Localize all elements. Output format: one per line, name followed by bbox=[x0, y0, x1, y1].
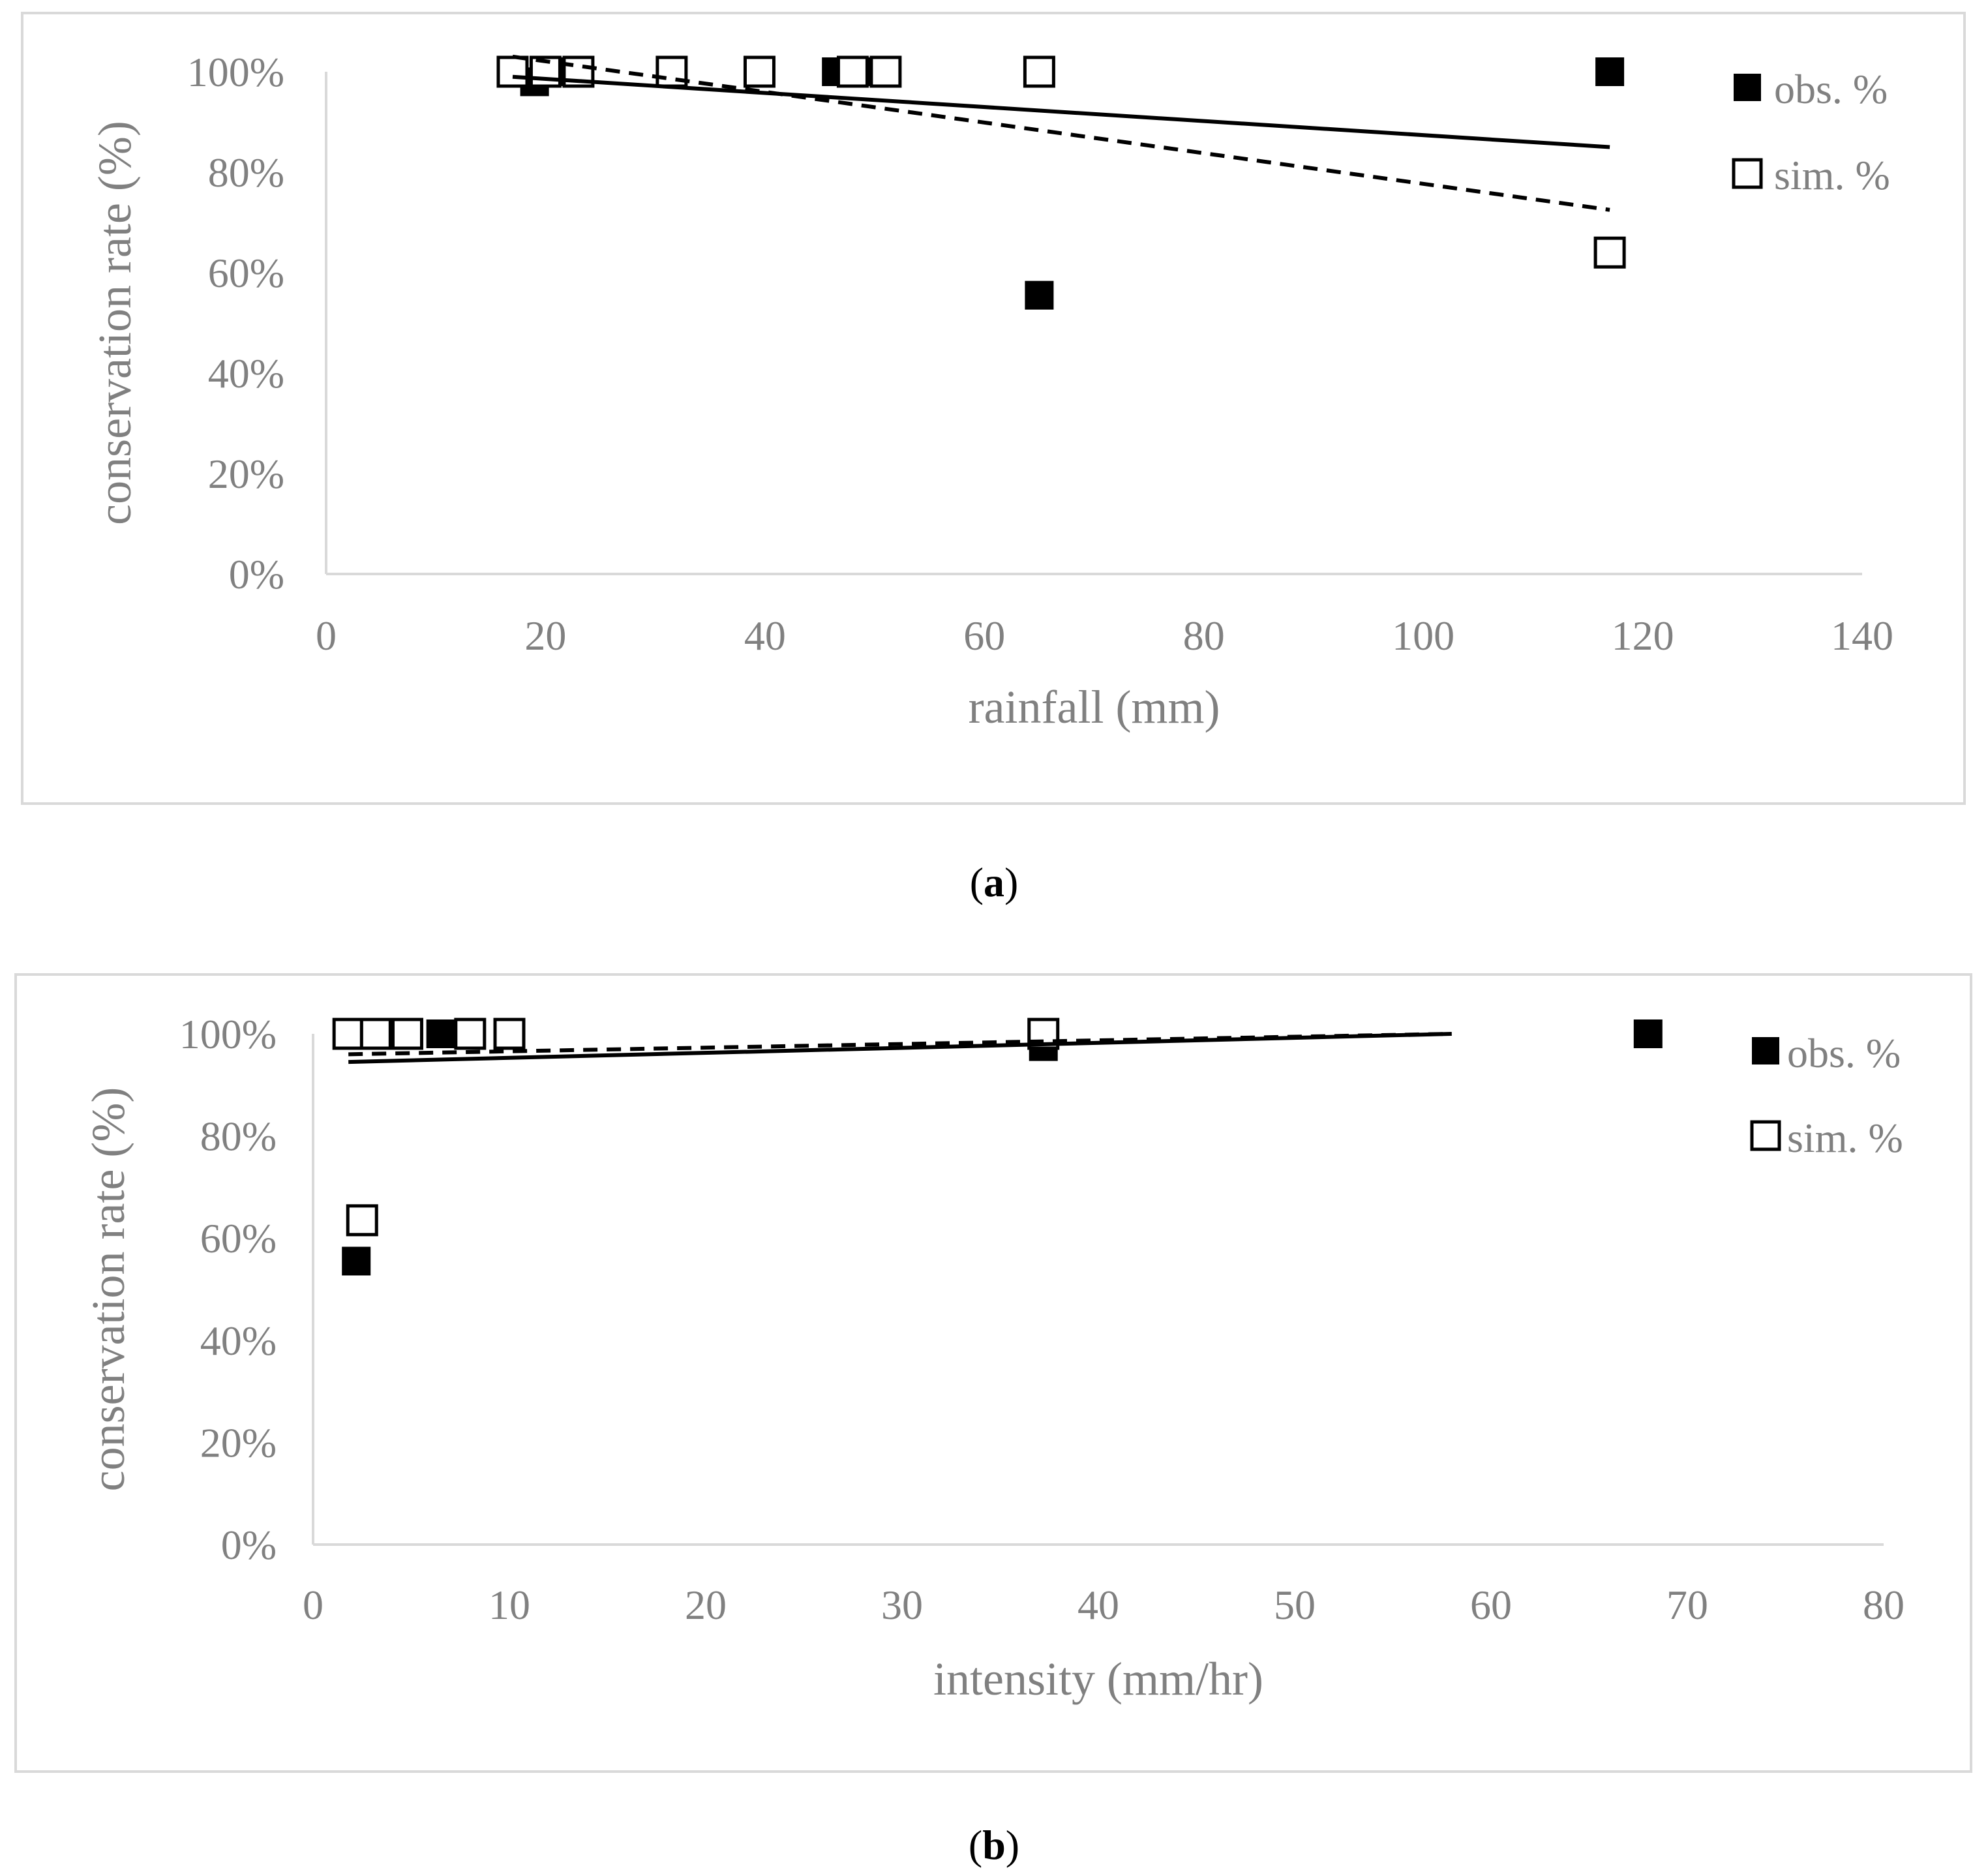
x-tick-label: 60 bbox=[963, 612, 1005, 659]
y-tick-label: 20% bbox=[208, 451, 284, 497]
sim-point bbox=[346, 1204, 378, 1237]
sim-point bbox=[743, 55, 776, 88]
x-tick-label: 50 bbox=[1274, 1582, 1316, 1628]
x-tick-label: 40 bbox=[744, 612, 786, 659]
x-tick-label: 80 bbox=[1183, 612, 1225, 659]
caption-b: (b) bbox=[968, 1822, 1020, 1868]
chart-panel-b bbox=[14, 973, 1972, 1773]
y-tick-label: 60% bbox=[208, 250, 284, 296]
legend-sim-marker bbox=[1750, 1120, 1781, 1151]
chart-panel-a bbox=[21, 12, 1966, 805]
y-tick-label: 100% bbox=[179, 1011, 277, 1057]
sim-trendline bbox=[348, 1032, 1452, 1057]
x-tick-label: 10 bbox=[489, 1582, 530, 1628]
sim-point bbox=[1593, 236, 1626, 269]
y-tick-label: 40% bbox=[208, 350, 284, 397]
y-axis-title: conservation rate (%) bbox=[89, 121, 141, 525]
y-axis-title: conservation rate (%) bbox=[82, 1087, 134, 1492]
sim-trendline bbox=[512, 54, 1610, 212]
y-tick-label: 80% bbox=[200, 1113, 277, 1160]
legend-sim-label: sim. % bbox=[1774, 152, 1890, 198]
y-tick-label: 60% bbox=[200, 1215, 277, 1261]
y-tick-label: 80% bbox=[208, 149, 284, 196]
legend-obs-marker bbox=[1734, 74, 1761, 101]
obs-point bbox=[1595, 57, 1625, 86]
sim-point bbox=[454, 1018, 487, 1050]
x-tick-label: 100 bbox=[1392, 612, 1454, 659]
sim-point bbox=[836, 55, 869, 88]
x-axis-title: intensity (mm/hr) bbox=[933, 1653, 1263, 1705]
sim-point bbox=[332, 1018, 365, 1050]
y-tick-label: 0% bbox=[229, 551, 284, 597]
sim-point bbox=[493, 1018, 526, 1050]
obs-point bbox=[342, 1246, 371, 1276]
obs-point bbox=[426, 1019, 455, 1048]
x-tick-label: 140 bbox=[1831, 612, 1893, 659]
sim-point bbox=[1023, 55, 1055, 88]
sim-point bbox=[359, 1018, 392, 1050]
y-tick-label: 40% bbox=[200, 1318, 277, 1364]
sim-point bbox=[391, 1018, 423, 1050]
y-tick-label: 20% bbox=[200, 1419, 277, 1466]
legend-sim-label: sim. % bbox=[1787, 1115, 1903, 1161]
x-tick-label: 80 bbox=[1863, 1582, 1905, 1628]
legend-obs-label: obs. % bbox=[1787, 1030, 1901, 1076]
caption-a: (a) bbox=[969, 859, 1019, 905]
x-tick-label: 70 bbox=[1666, 1582, 1708, 1628]
x-tick-label: 40 bbox=[1077, 1582, 1119, 1628]
y-tick-label: 100% bbox=[187, 49, 284, 95]
x-tick-label: 0 bbox=[303, 1582, 324, 1628]
x-tick-label: 60 bbox=[1470, 1582, 1512, 1628]
y-tick-label: 0% bbox=[221, 1522, 277, 1568]
x-tick-label: 20 bbox=[524, 612, 566, 659]
legend-sim-marker bbox=[1732, 158, 1763, 189]
obs-point bbox=[1633, 1019, 1663, 1048]
legend-obs-marker bbox=[1752, 1037, 1779, 1064]
obs-trendline bbox=[512, 74, 1610, 149]
obs-point bbox=[1025, 280, 1054, 310]
legend-obs-label: obs. % bbox=[1774, 66, 1888, 112]
x-tick-label: 30 bbox=[881, 1582, 923, 1628]
sim-point bbox=[496, 55, 529, 88]
x-axis-title: rainfall (mm) bbox=[969, 681, 1220, 733]
chart-a: 0 20 40 60 80 100 120 140 0% 20% 40% 60% 80% 100% rain… bbox=[89, 49, 1893, 733]
x-tick-label: 0 bbox=[316, 612, 337, 659]
x-tick-label: 120 bbox=[1612, 612, 1674, 659]
sim-point bbox=[869, 55, 902, 88]
x-tick-label: 20 bbox=[685, 1582, 727, 1628]
chart-b: 0 10 20 30 40 50 60 70 80 0% 20% 40% 60% 80% 100% inten… bbox=[82, 1011, 1905, 1705]
